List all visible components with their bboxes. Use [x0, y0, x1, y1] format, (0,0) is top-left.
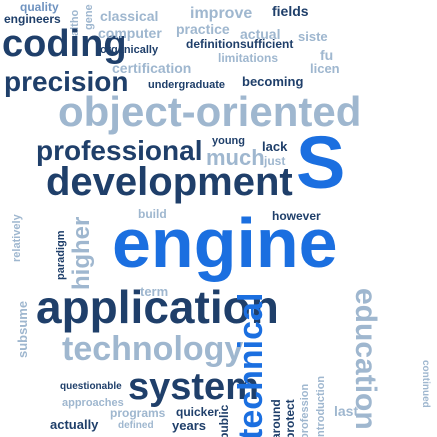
word-build: build	[138, 207, 167, 221]
word-defined: defined	[118, 420, 154, 431]
word-sufficient: sufficient	[240, 37, 294, 51]
word-technology: technology	[62, 330, 244, 368]
word-fields: fields	[272, 3, 309, 19]
word-paradigm: paradigm	[55, 230, 67, 280]
word-programs: programs	[110, 406, 166, 420]
word-actual: actual	[240, 26, 281, 42]
word-engine: engine	[112, 204, 338, 282]
word-limitations: limitations	[218, 51, 279, 65]
word-classical: classical	[100, 8, 159, 24]
word-definition: definition	[186, 37, 240, 51]
word-higher: higher	[68, 216, 95, 290]
word-certification: certification	[112, 60, 192, 76]
word-approaches: approaches	[62, 397, 124, 409]
word-protect: protect	[283, 399, 297, 437]
word-fu: fu	[320, 47, 334, 63]
word-lack: lack	[262, 139, 288, 154]
word-young: young	[212, 135, 245, 147]
word-system: system	[128, 366, 259, 408]
word-profession: profession	[299, 383, 311, 437]
word-actually: actually	[50, 417, 99, 432]
word-licen: licen	[310, 61, 340, 76]
word-public: public	[217, 404, 231, 437]
word-years: years	[172, 418, 206, 433]
word-introduction: introduction	[315, 375, 327, 437]
word-practice: practice	[176, 21, 230, 37]
word-object-oriented: object-oriented	[58, 88, 362, 135]
word-organically: organically	[100, 44, 159, 56]
word-undergraduate: undergraduate	[148, 79, 226, 91]
word-just: just	[264, 154, 286, 168]
word-siste: siste	[298, 29, 328, 44]
word-coding: coding	[2, 23, 127, 65]
word-however: however	[272, 209, 321, 223]
word-engineers: engineers	[4, 12, 61, 26]
word-development: development	[46, 160, 293, 204]
word-term: term	[140, 284, 169, 299]
word-much: much	[206, 145, 265, 170]
word-last: last	[334, 403, 359, 419]
word-computer: computer	[98, 25, 162, 41]
word-continued: continued	[420, 360, 431, 408]
word-technical: technical	[232, 292, 270, 437]
word-s: S	[296, 121, 346, 204]
word-quality: quality	[20, 0, 59, 14]
word-questionable: questionable	[60, 381, 122, 392]
word-improve: improve	[190, 5, 253, 22]
word-around: around	[269, 399, 283, 437]
word-professional: professional	[36, 135, 203, 166]
word-becoming: becoming	[242, 74, 304, 89]
word-subsume: subsume	[15, 300, 30, 358]
word-relatively: relatively	[11, 214, 23, 262]
word-precision: precision	[4, 66, 129, 97]
word-quicker: quicker	[176, 405, 219, 419]
word-application: application	[36, 281, 279, 333]
